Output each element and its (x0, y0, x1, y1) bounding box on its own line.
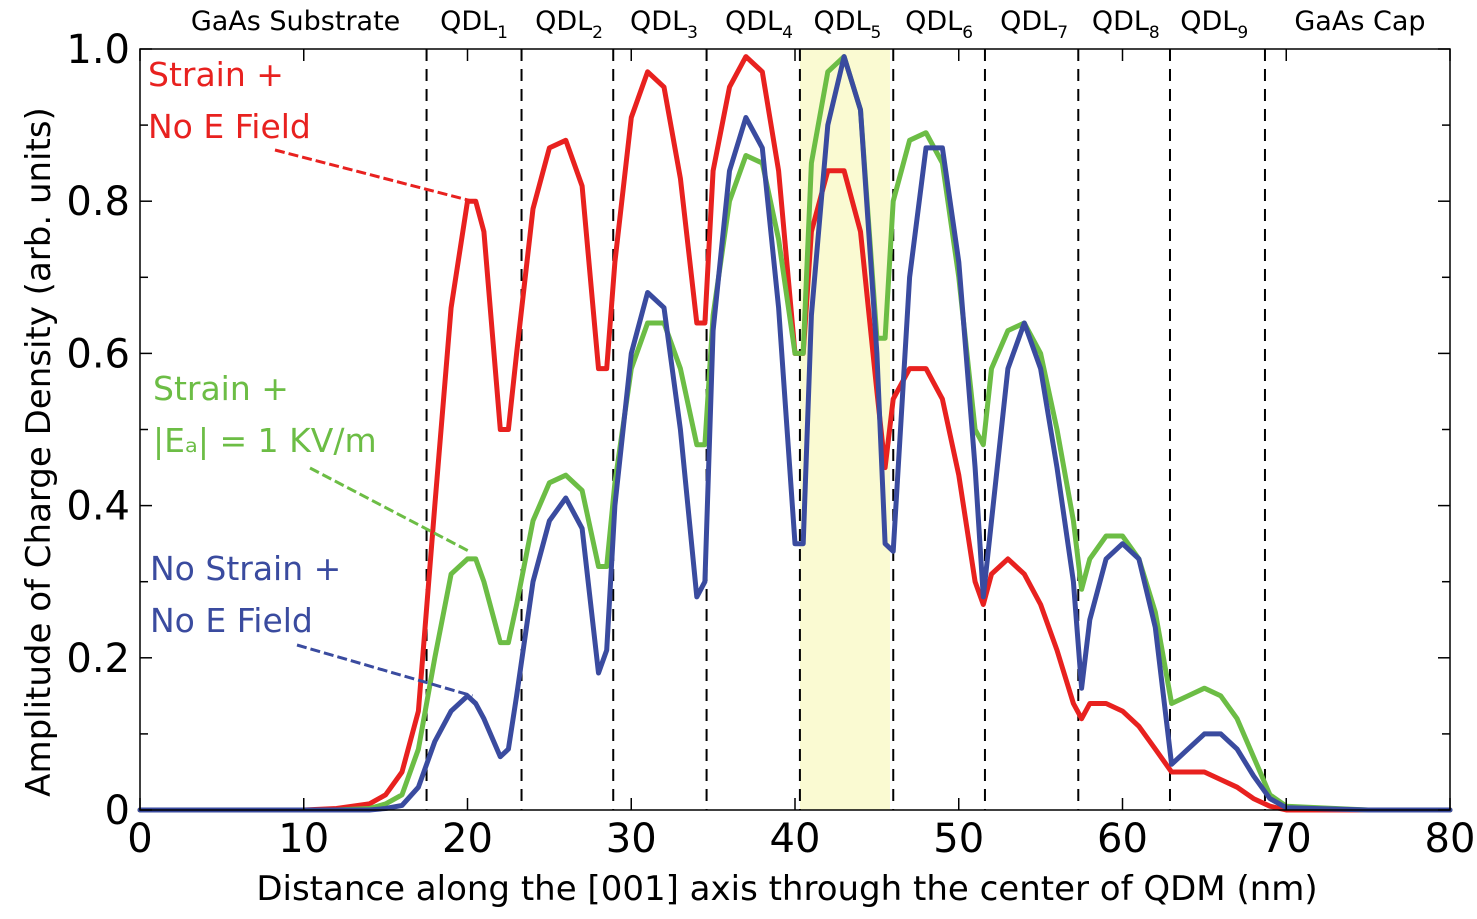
region-labels: GaAs Substrate QDL1 QDL2 QDL3 QDL4 QDL5 QDL6 QD… (191, 6, 1426, 43)
region-label-qdl7: QDL7 (1000, 6, 1068, 43)
annotation-green-line2: |Eₐ| = 1 KV/m (153, 421, 377, 460)
x-tick-label: 70 (1261, 816, 1312, 862)
region-label-qdl3: QDL3 (630, 6, 698, 43)
y-axis-title: Amplitude of Charge Density (arb. units) (19, 107, 59, 797)
region-label-qdl8: QDL8 (1092, 6, 1160, 43)
x-axis-title: Distance along the [001] axis through th… (256, 869, 1317, 909)
annotation-blue-line2: No E Field (150, 601, 313, 640)
annotation-green-line1: Strain + (153, 369, 289, 408)
x-tick-label: 0 (127, 816, 152, 862)
y-tick-label: 0.6 (66, 331, 130, 377)
region-label-qdl6: QDL6 (905, 6, 973, 43)
region-label-qdl2: QDL2 (535, 6, 603, 43)
x-tick-label: 10 (278, 816, 329, 862)
axis-ticks: 0 10 20 30 40 50 60 70 80 0 0.2 0.4 0.6 0.8 1.0 (66, 27, 1475, 862)
region-label-cap: GaAs Cap (1294, 6, 1425, 37)
x-tick-label: 60 (1097, 816, 1148, 862)
series-line-no-strain-no-e-field (137, 54, 1453, 813)
x-tick-label: 50 (933, 816, 984, 862)
y-tick-label: 0.2 (66, 636, 130, 682)
annotations: Strain + No E Field Strain + |Eₐ| = 1 KV/m N… (148, 55, 473, 698)
annotation-green-leader (309, 466, 470, 553)
region-label-qdl1: QDL1 (440, 6, 508, 43)
x-tick-label: 80 (1425, 816, 1476, 862)
annotation-red-line2: No E Field (148, 107, 311, 146)
annotation-blue-leader (296, 643, 473, 698)
region-label-qdl4: QDL4 (725, 6, 793, 43)
annotation-red-leader (274, 148, 473, 203)
x-tick-label: 30 (606, 816, 657, 862)
y-tick-label: 0.4 (66, 484, 130, 530)
y-tick-label: 1.0 (66, 27, 130, 73)
series-lines (137, 54, 1453, 813)
y-tick-label: 0 (105, 788, 130, 834)
series-line-strain-ea-1-kv-m (137, 54, 1453, 813)
annotation-blue-line1: No Strain + (150, 549, 341, 588)
region-label-substrate: GaAs Substrate (191, 6, 400, 37)
annotation-red-line1: Strain + (148, 55, 284, 94)
region-label-qdl5: QDL5 (813, 6, 881, 43)
x-tick-label: 20 (442, 816, 493, 862)
x-tick-label: 40 (770, 816, 821, 862)
region-label-qdl9: QDL9 (1180, 6, 1248, 43)
y-tick-label: 0.8 (66, 179, 130, 225)
